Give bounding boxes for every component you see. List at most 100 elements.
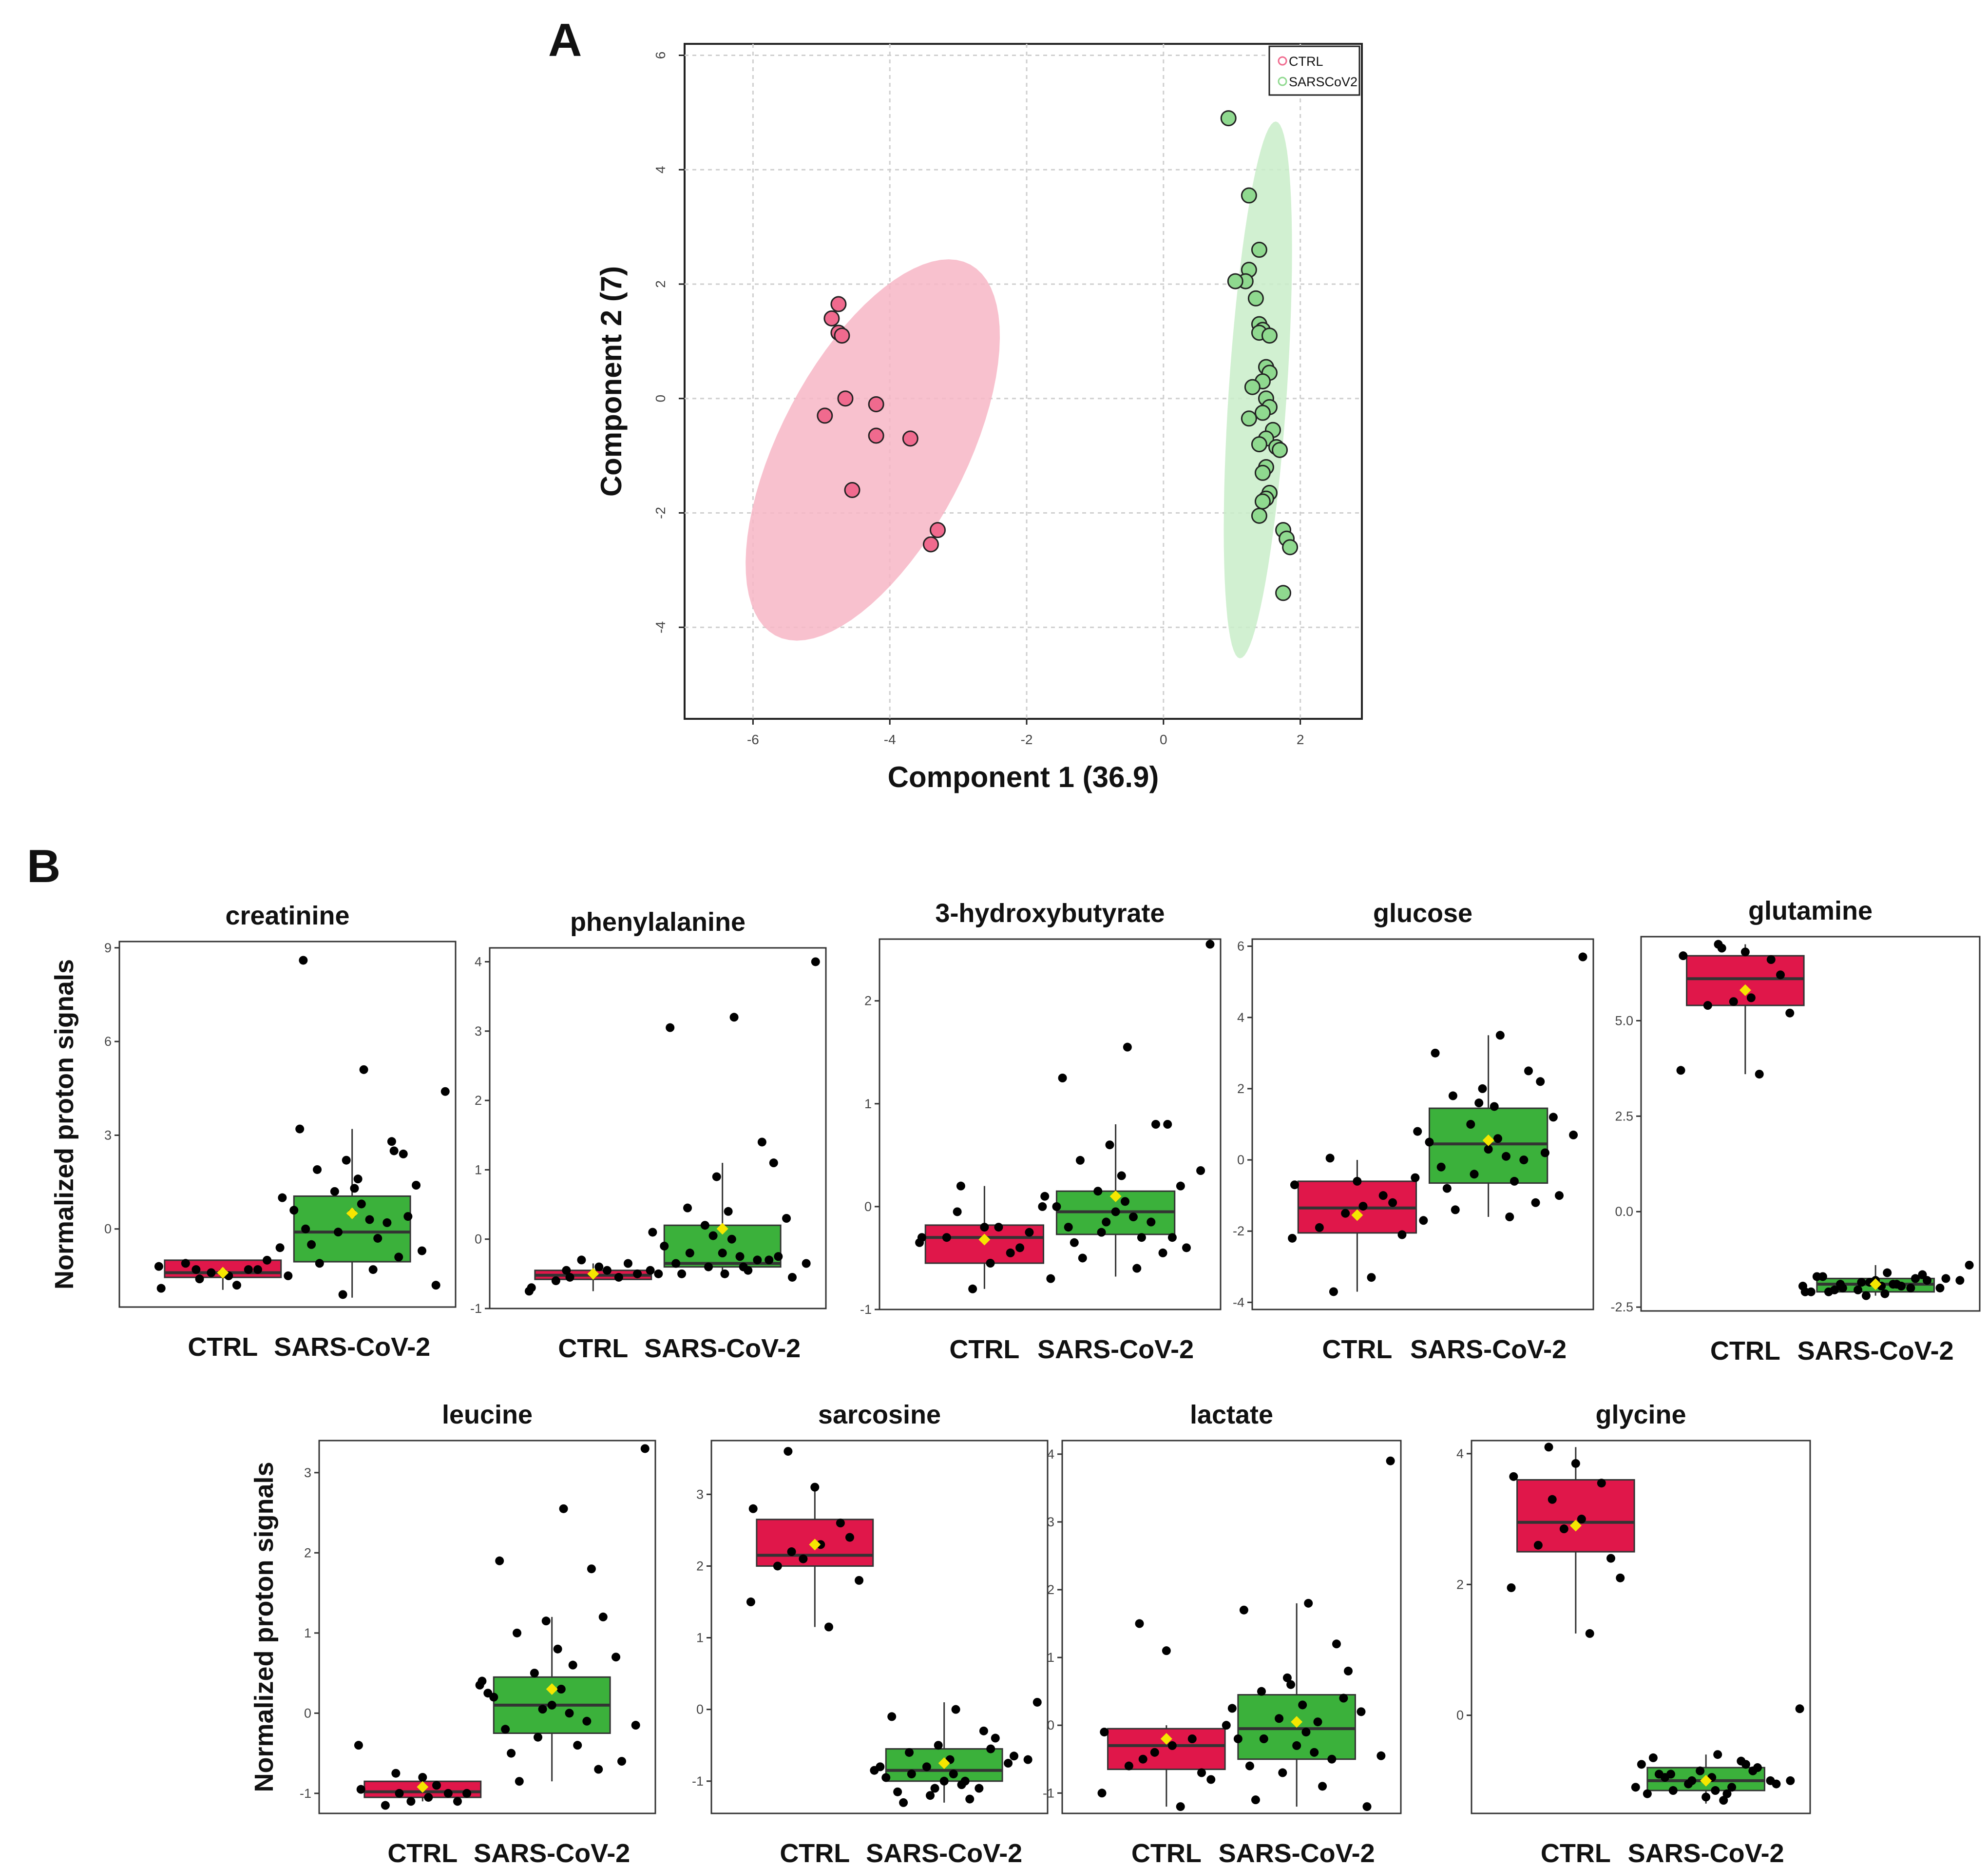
boxplot-point-sars-cov-2 <box>1046 1274 1055 1283</box>
boxplot-point-sars-cov-2 <box>905 1748 914 1757</box>
boxplot-point-ctrl <box>994 1223 1003 1232</box>
boxplot-point-sars-cov-2 <box>986 1744 995 1753</box>
boxplot-point-ctrl <box>594 1262 604 1271</box>
boxplot-point-sars-cov-2 <box>1318 1782 1327 1791</box>
boxplot-point-ctrl <box>253 1265 262 1274</box>
boxplot-point-sars-cov-2 <box>979 1726 988 1735</box>
boxplot-point-sars-cov-2 <box>1310 1748 1319 1757</box>
boxplot-point-ctrl <box>1388 1198 1397 1207</box>
boxplot-point-sars-cov-2 <box>587 1564 596 1574</box>
pca-point-sarscov2 <box>1241 187 1257 204</box>
boxplot-sarcosine: -1 0 1 2 3 CTRL SARS-CoV-2 sarcosine <box>692 1400 1049 1867</box>
boxplot-point-ctrl <box>551 1276 560 1286</box>
boxplot-point-ctrl <box>191 1265 201 1274</box>
boxplot-point-sars-cov-2 <box>1540 1148 1549 1157</box>
boxplot-point-ctrl <box>354 1741 363 1750</box>
pca-point-sarscov2 <box>1220 110 1237 127</box>
boxplot-point-sars-cov-2 <box>1519 1155 1529 1165</box>
boxplot-point-sars-cov-2 <box>1798 1282 1807 1291</box>
boxplot-point-sars-cov-2 <box>907 1770 916 1779</box>
pca-point-ctrl <box>830 296 847 312</box>
boxplot-y-tick-label: 4 <box>1237 1010 1244 1025</box>
boxplot-point-sars-cov-2 <box>1442 1184 1452 1193</box>
boxplot-point-sars-cov-2 <box>939 1776 949 1786</box>
boxplot-mean-marker-sars-cov-2 <box>716 1223 728 1235</box>
boxplot-glycine: 0 2 4 CTRL SARS-CoV-2 glycine <box>1456 1400 1811 1867</box>
boxplot-y-tick-label: 3 <box>1047 1515 1054 1529</box>
boxplot-point-sars-cov-2 <box>1812 1272 1821 1281</box>
boxplot-point-sars-cov-2 <box>991 1733 1000 1743</box>
boxplot-point-sars-cov-2 <box>382 1218 392 1227</box>
boxplot-glutamine: -2.5 0.0 2.5 5.0 CTRL SARS-CoV-2 glutamine <box>1610 896 1981 1366</box>
boxplot-point-sars-cov-2 <box>1806 1287 1816 1296</box>
boxplot-point-sars-cov-2 <box>1727 1783 1737 1792</box>
boxplot-point-sars-cov-2 <box>315 1259 324 1268</box>
boxplot-point-sars-cov-2 <box>412 1181 421 1190</box>
boxplot-point-ctrl <box>1559 1524 1568 1534</box>
boxplot-point-sars-cov-2 <box>965 1794 975 1804</box>
boxplot-point-ctrl <box>1325 1154 1335 1163</box>
boxplot-point-sars-cov-2 <box>648 1228 657 1237</box>
boxplot-point-sars-cov-2 <box>1052 1202 1061 1211</box>
boxplot-point-sars-cov-2 <box>1259 1734 1268 1743</box>
pca-point-sarscov2 <box>1275 585 1292 601</box>
boxplot-point-sars-cov-2 <box>1339 1694 1348 1703</box>
pca-y-tick-label: -4 <box>653 621 668 634</box>
boxplot-y-tick-label: 4 <box>475 954 482 969</box>
boxplot-point-sars-cov-2 <box>501 1725 510 1734</box>
boxplot-y-tick-label: 1 <box>304 1626 311 1640</box>
boxplot-point-sars-cov-2 <box>1687 1776 1697 1785</box>
pca-confidence-ellipse-ctrl <box>746 259 1000 641</box>
boxplot-point-sars-cov-2 <box>1505 1213 1514 1221</box>
boxplot-point-sars-cov-2 <box>1332 1639 1341 1649</box>
boxplot-point-ctrl <box>1507 1583 1516 1592</box>
boxplot-point-sars-cov-2 <box>666 1023 675 1032</box>
boxplot-point-ctrl <box>787 1547 796 1557</box>
boxplot-point-sars-cov-2 <box>1233 1734 1242 1743</box>
boxplot-point-sars-cov-2 <box>1466 1120 1475 1129</box>
boxplot-point-ctrl <box>1015 1243 1025 1252</box>
boxplot-point-sars-cov-2 <box>1097 1228 1106 1237</box>
boxplot-mean-marker-sars-cov-2 <box>1870 1278 1882 1290</box>
boxplot-y-tick-label: 1 <box>475 1162 482 1177</box>
boxplot-point-sars-cov-2 <box>559 1504 568 1513</box>
boxplot-y-tick-label: 0 <box>696 1702 704 1717</box>
boxplot-point-sars-cov-2 <box>1696 1766 1705 1775</box>
boxplot-point-sars-cov-2 <box>1935 1283 1945 1292</box>
boxplot-point-ctrl <box>1509 1472 1518 1481</box>
boxplot-point-sars-cov-2 <box>1569 1130 1578 1139</box>
boxplot-point-sars-cov-2 <box>1004 1759 1013 1768</box>
boxplot-point-sars-cov-2 <box>1357 1707 1366 1716</box>
boxplot-point-ctrl <box>623 1259 632 1268</box>
boxplot-point-ctrl <box>1571 1459 1580 1468</box>
boxplot-point-sars-cov-2 <box>1239 1605 1248 1615</box>
boxplot-point-sars-cov-2 <box>1105 1140 1114 1150</box>
boxplot-point-ctrl <box>810 1482 820 1492</box>
boxplot-y-tick-label: 9 <box>104 941 112 955</box>
boxplot-y-tick-label: 2 <box>1047 1582 1054 1597</box>
boxplot-point-sars-cov-2 <box>975 1784 984 1793</box>
boxplot-point-sars-cov-2 <box>1719 1796 1728 1805</box>
boxplot-point-ctrl <box>1006 1248 1015 1257</box>
boxplot-point-sars-cov-2 <box>1032 1697 1042 1707</box>
boxplot-box-ctrl <box>756 1519 874 1567</box>
boxplot-point-sars-cov-2 <box>431 1281 440 1290</box>
boxplot-point-ctrl <box>1729 997 1738 1006</box>
boxplot-point-sars-cov-2 <box>683 1203 692 1213</box>
boxplot-point-sars-cov-2 <box>289 1206 299 1215</box>
pca-x-tick-label: -2 <box>1021 732 1033 747</box>
boxplot-point-sars-cov-2 <box>394 1252 403 1262</box>
boxplot-point-sars-cov-2 <box>1906 1283 1915 1292</box>
boxplot-point-sars-cov-2 <box>1748 1766 1758 1775</box>
boxplot-mean-marker-ctrl <box>1739 984 1751 996</box>
pca-x-tick-label: 0 <box>1160 732 1167 747</box>
boxplot-point-sars-cov-2 <box>1251 1795 1260 1805</box>
boxplot-point-sars-cov-2 <box>708 1231 718 1240</box>
boxplot-point-sars-cov-2 <box>753 1255 762 1265</box>
boxplot-frame-leucine <box>318 1440 656 1814</box>
pca-y-tick-label: 2 <box>653 280 668 288</box>
boxplot-y-tick-label: 2 <box>864 994 872 1008</box>
boxplot-point-sars-cov-2 <box>1911 1274 1920 1283</box>
boxplot-point-ctrl <box>1176 1802 1185 1811</box>
boxplot-point-sars-cov-2 <box>1918 1270 1927 1279</box>
